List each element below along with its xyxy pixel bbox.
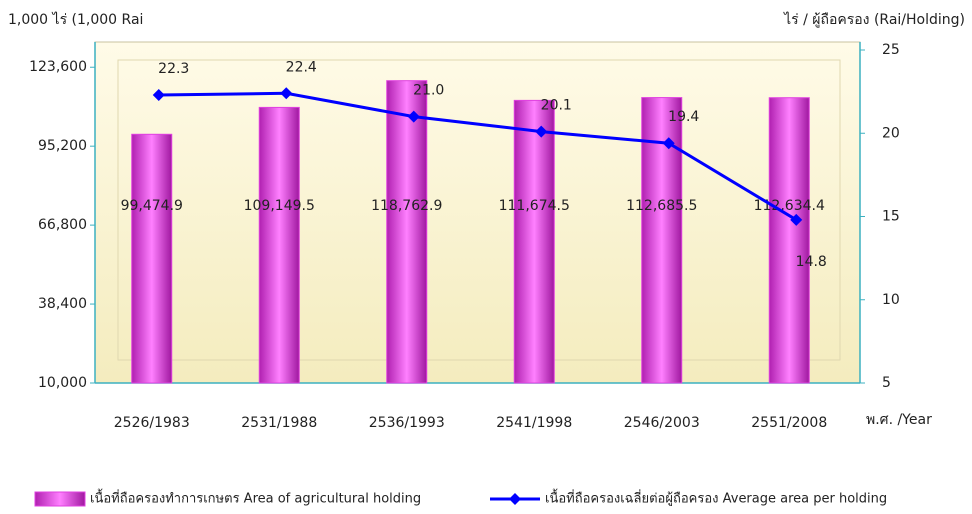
bar-value-label: 99,474.9 — [121, 198, 183, 214]
line-value-label: 14.8 — [796, 254, 827, 270]
line-marker — [407, 110, 420, 123]
y-tick-label: 38,400 — [38, 296, 87, 312]
line — [158, 91, 798, 222]
bar — [258, 106, 300, 384]
line-value-label: 22.4 — [286, 59, 317, 75]
bar-value-label: 118,762.9 — [371, 198, 442, 214]
bar — [513, 99, 555, 384]
bar-value-label: 111,674.5 — [499, 198, 570, 214]
x-tick-label: 2546/2003 — [624, 415, 700, 431]
line-marker — [662, 137, 675, 150]
y-tick-label: 10,000 — [38, 375, 87, 391]
x-tick-label: 2541/1998 — [496, 415, 572, 431]
line-marker — [790, 213, 803, 226]
line-value-label: 22.3 — [158, 61, 189, 77]
y-tick-label: 66,800 — [38, 217, 87, 233]
bar — [768, 97, 810, 384]
y2-tick-label: 15 — [882, 209, 900, 225]
line-marker — [152, 88, 165, 101]
legend-label: เนื้อที่ถือครองเฉลี่ยต่อผู้ถือครอง Avera… — [545, 489, 887, 507]
bar — [386, 80, 428, 384]
x-tick-label: 2526/1983 — [114, 415, 190, 431]
line-marker — [535, 125, 548, 138]
legend-label: เนื้อที่ถือครองทำการเกษตร Area of agricu… — [90, 489, 421, 507]
line-value-label: 21.0 — [413, 83, 444, 99]
line-marker — [280, 87, 293, 100]
x-axis-title: พ.ศ. /Year — [866, 412, 932, 428]
x-tick-label: 2531/1988 — [241, 415, 317, 431]
y2-tick-label: 5 — [882, 375, 891, 391]
bar-value-label: 112,685.5 — [626, 198, 697, 214]
bar-value-label: 112,634.4 — [754, 198, 825, 214]
y2-axis-title: ไร่ / ผู้ถือครอง (Rai/Holding) — [783, 11, 965, 28]
x-tick-label: 2551/2008 — [751, 415, 827, 431]
legend-swatch — [34, 491, 86, 507]
line-value-label: 20.1 — [541, 98, 572, 114]
y-axis-title: 1,000 ไร่ (1,000 Rai — [8, 11, 143, 28]
y-tick-label: 95,200 — [38, 138, 87, 154]
bar — [641, 97, 683, 384]
y2-tick-label: 10 — [882, 292, 900, 308]
y-tick-label: 123,600 — [29, 59, 87, 75]
y2-tick-label: 25 — [882, 42, 900, 58]
plot-inner — [117, 59, 841, 361]
bar-value-label: 109,149.5 — [244, 198, 315, 214]
y2-tick-label: 20 — [882, 125, 900, 141]
line-value-label: 19.4 — [668, 109, 699, 125]
bar — [131, 133, 173, 384]
legend-marker — [509, 493, 521, 505]
x-tick-label: 2536/1993 — [369, 415, 445, 431]
plot-area — [94, 41, 861, 384]
